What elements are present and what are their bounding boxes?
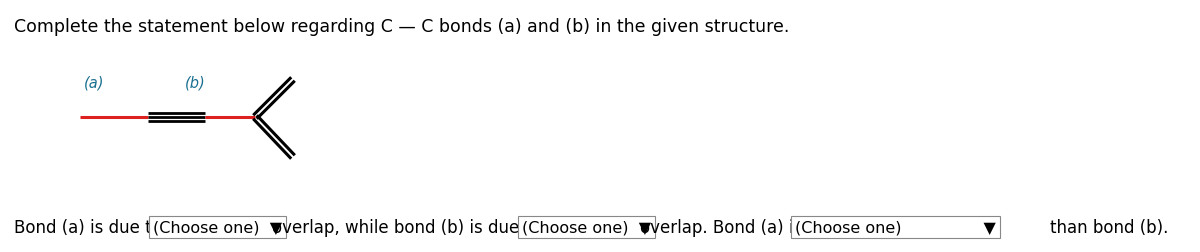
Text: (Choose one)  ▼: (Choose one) ▼ (522, 220, 650, 235)
Text: (a): (a) (84, 75, 104, 90)
Text: Complete the statement below regarding C — C bonds (a) and (b) in the given stru: Complete the statement below regarding C… (14, 18, 790, 36)
Text: overlap. Bond (a) is: overlap. Bond (a) is (640, 218, 803, 236)
Text: than bond (b).: than bond (b). (1050, 218, 1169, 236)
Text: (b): (b) (185, 75, 205, 90)
Text: Bond (a) is due to: Bond (a) is due to (14, 218, 162, 236)
Text: overlap, while bond (b) is due to: overlap, while bond (b) is due to (272, 218, 541, 236)
Text: (Choose one)  ▼: (Choose one) ▼ (154, 220, 282, 235)
Text: (Choose one)                ▼: (Choose one) ▼ (796, 220, 996, 235)
